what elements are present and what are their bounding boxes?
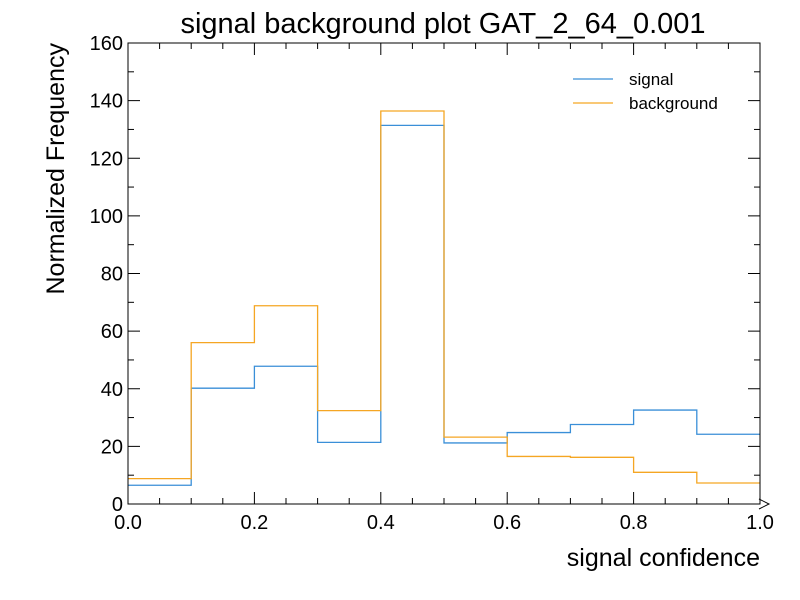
y-tick-label: 60 xyxy=(101,321,123,343)
x-tick-label: 0.0 xyxy=(114,512,142,534)
y-tick-label: 100 xyxy=(90,206,123,228)
y-tick-label: 20 xyxy=(101,436,123,458)
x-axis-arrow xyxy=(758,498,771,510)
legend-label-signal: signal xyxy=(629,70,673,89)
y-tick-label: 0 xyxy=(112,494,123,516)
y-tick-label: 40 xyxy=(101,379,123,401)
y-tick-label: 140 xyxy=(90,91,123,113)
y-tick-label: 160 xyxy=(90,33,123,55)
x-tick-label: 0.4 xyxy=(367,512,395,534)
x-tick-label: 0.6 xyxy=(493,512,521,534)
series-background-step-line xyxy=(128,110,760,484)
y-tick-label: 120 xyxy=(90,148,123,170)
x-axis-label: signal confidence xyxy=(567,544,760,572)
legend-label-background: background xyxy=(629,94,718,113)
x-tick-label: 0.8 xyxy=(620,512,648,534)
y-tick-label: 80 xyxy=(101,264,123,286)
plot-frame xyxy=(127,42,761,505)
axis-ticks: 0.0 0.2 0.4 0.6 0.8 1.0 0 20 40 60 80 100 120 140 160 xyxy=(90,33,774,534)
legend: signal background xyxy=(573,70,718,113)
plot-area xyxy=(128,110,760,486)
x-tick-label: 1.0 xyxy=(746,512,774,534)
y-axis-label: Normalized Frequency xyxy=(42,43,70,295)
x-tick-label: 0.2 xyxy=(240,512,268,534)
chart-title: signal background plot GAT_2_64_0.001 xyxy=(180,8,705,40)
